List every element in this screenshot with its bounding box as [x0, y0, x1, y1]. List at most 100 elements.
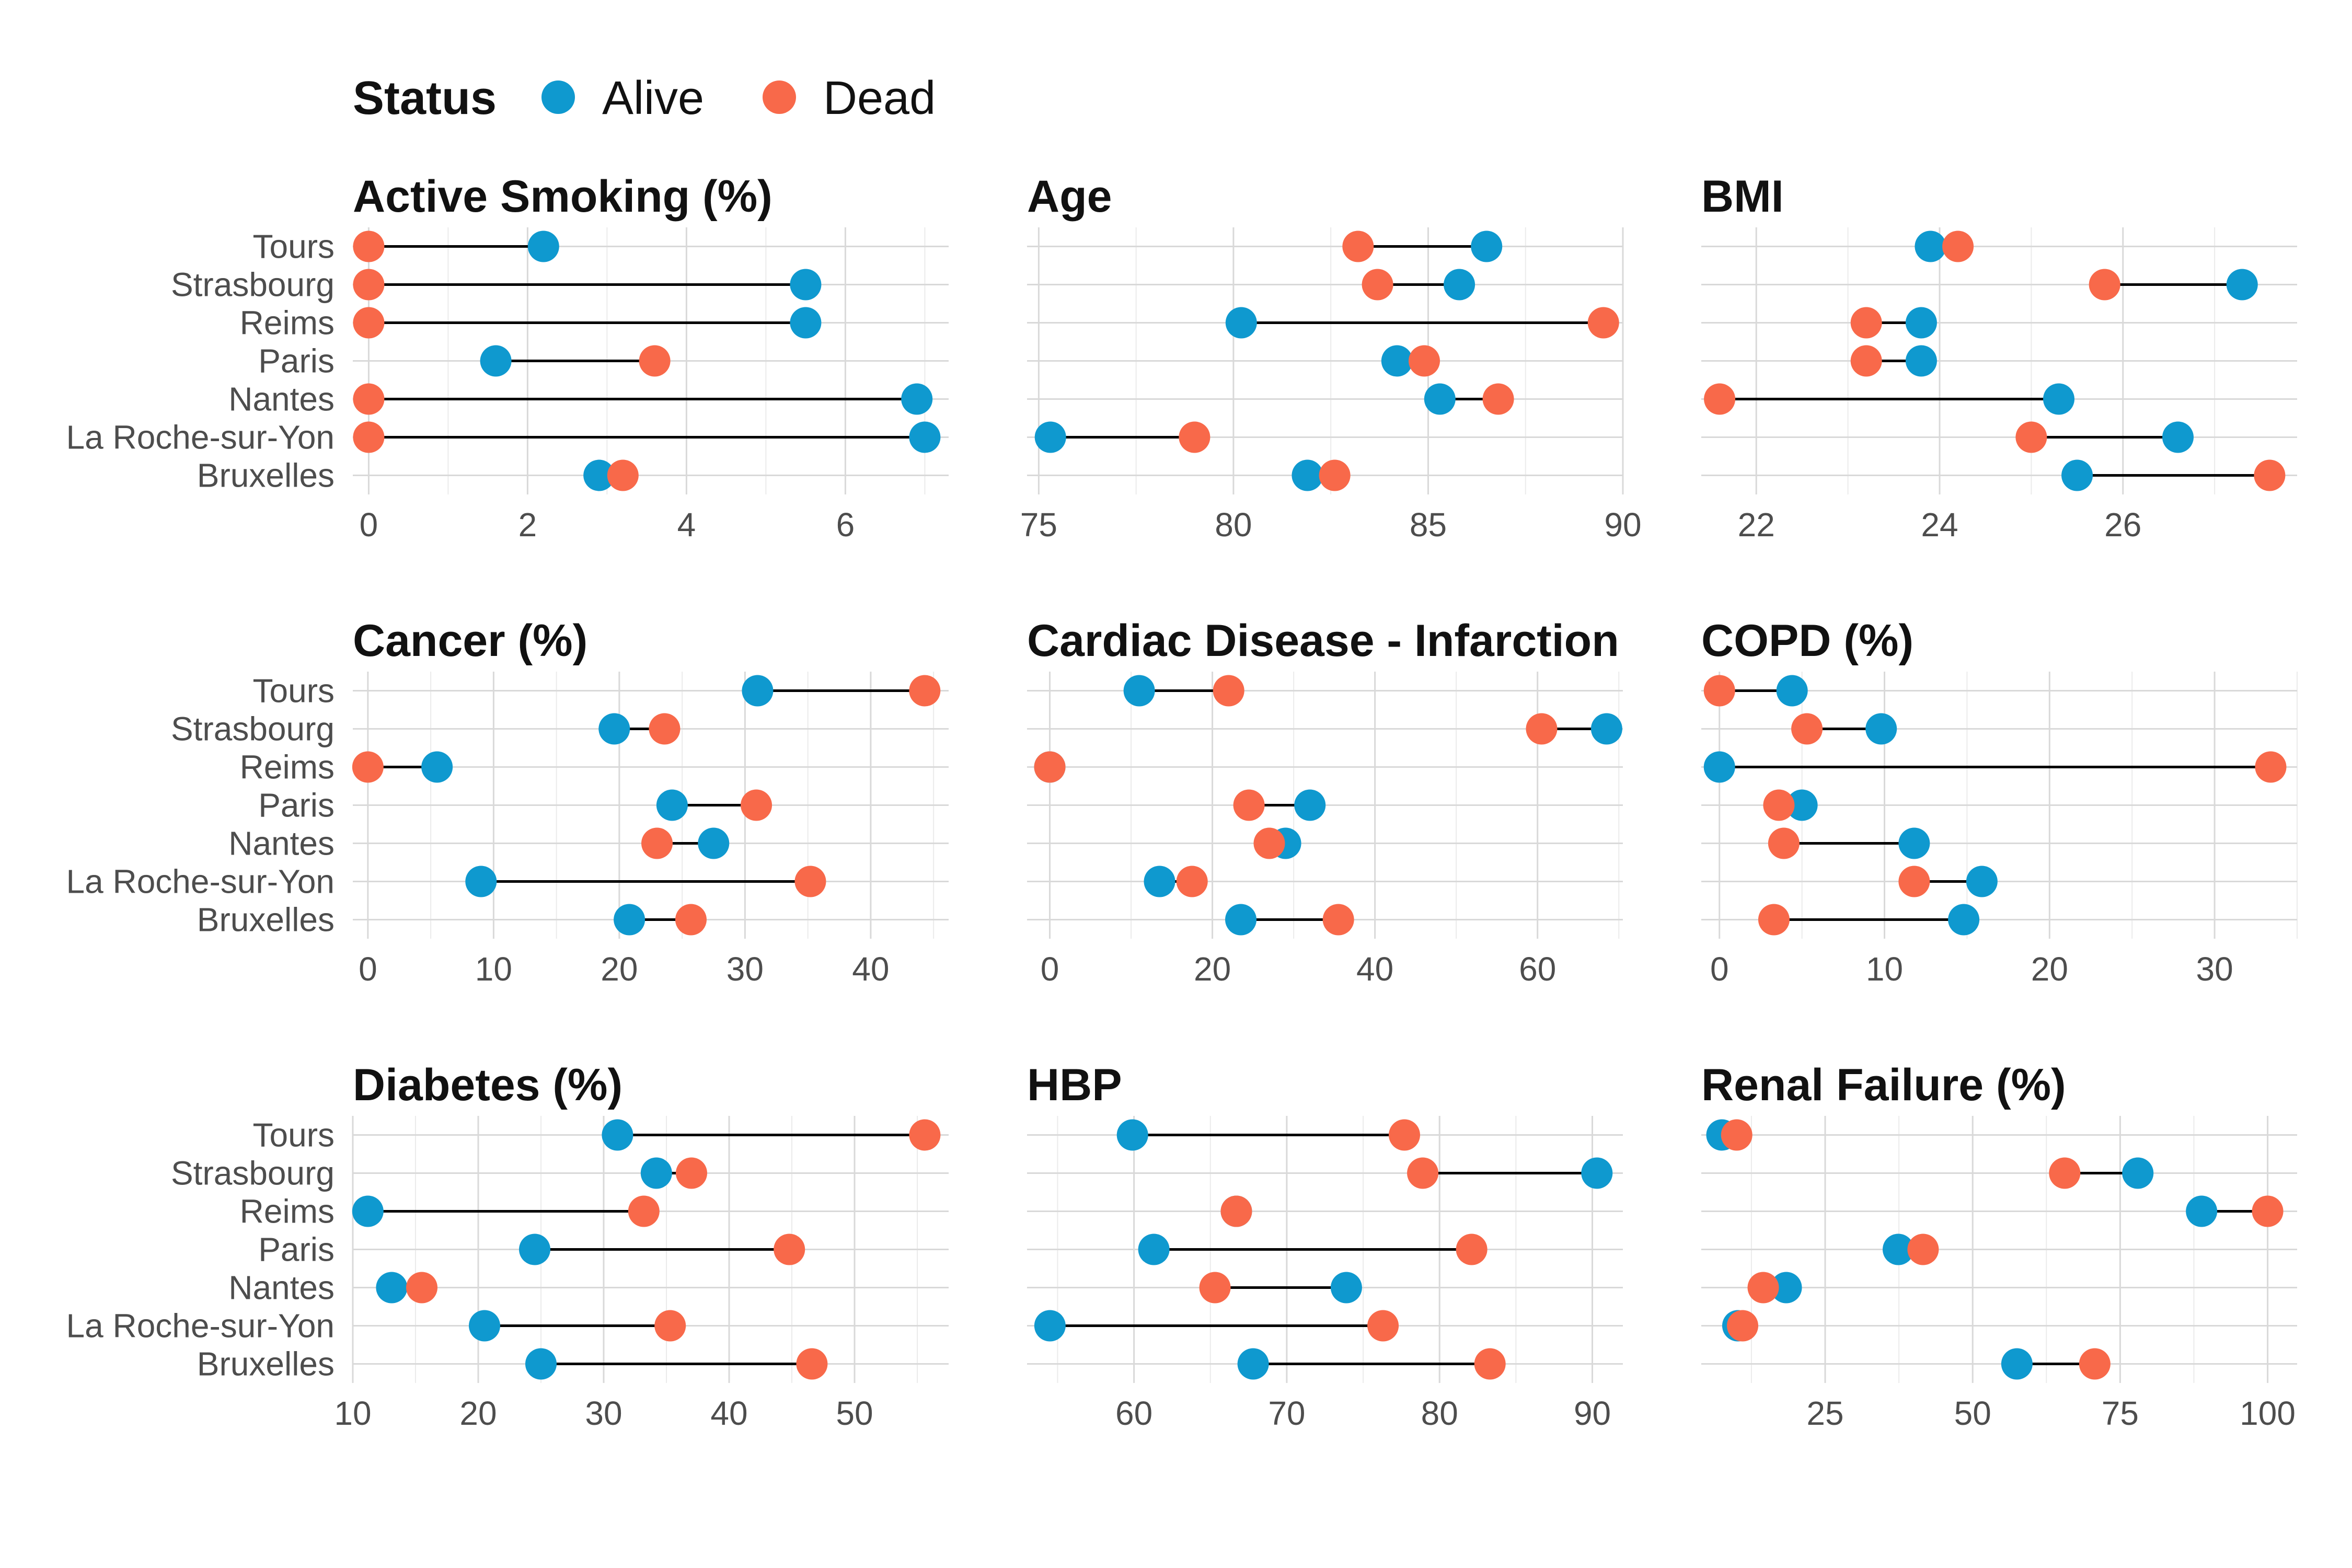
- category-label: Tours: [253, 1116, 335, 1154]
- dead-point: [1704, 383, 1736, 415]
- dead-point: [1199, 1272, 1231, 1304]
- x-tick-label: 20: [1194, 950, 1231, 988]
- dead-point: [1850, 307, 1882, 339]
- alive-point: [1034, 421, 1066, 453]
- x-tick-label: 6: [836, 506, 855, 544]
- category-label: Paris: [258, 1231, 335, 1269]
- category-label: Nantes: [228, 825, 335, 862]
- x-tick-label: 10: [475, 950, 512, 988]
- category-label: La Roche-sur-Yon: [66, 1307, 335, 1345]
- alive-point: [1786, 789, 1818, 821]
- alive-point: [1294, 789, 1326, 821]
- panel-title: Renal Failure (%): [1701, 1060, 2066, 1110]
- alive-point: [527, 230, 559, 262]
- dead-point: [2252, 1195, 2284, 1227]
- alive-point: [480, 345, 512, 377]
- alive-point: [909, 421, 941, 453]
- dead-point: [352, 751, 384, 783]
- dead-point: [675, 904, 707, 936]
- alive-point: [1034, 1310, 1066, 1342]
- category-label: Strasbourg: [171, 266, 335, 304]
- alive-point: [2043, 383, 2074, 415]
- dead-point: [1727, 1310, 1759, 1342]
- alive-point: [1225, 904, 1257, 936]
- dead-point: [1342, 230, 1374, 262]
- x-tick-label: 75: [2102, 1394, 2139, 1432]
- dead-point: [654, 1310, 686, 1342]
- alive-point: [1905, 345, 1937, 377]
- dead-point: [1587, 307, 1619, 339]
- alive-point: [421, 751, 453, 783]
- dead-point: [1474, 1348, 1506, 1380]
- alive-point: [602, 1119, 633, 1151]
- category-label: Paris: [258, 342, 335, 380]
- dead-point: [1367, 1310, 1399, 1342]
- alive-point: [1703, 751, 1735, 783]
- dead-point: [353, 269, 385, 301]
- dead-point: [353, 421, 385, 453]
- legend: Status Alive Dead: [353, 72, 936, 124]
- legend-title: Status: [353, 72, 497, 124]
- alive-point: [1444, 269, 1475, 301]
- category-label: Bruxelles: [197, 1345, 335, 1383]
- dead-point: [2089, 269, 2120, 301]
- panel-3: Cancer (%) 0 10 20 30 40 ToursStrasbourgReimsP…: [66, 616, 949, 988]
- dead-point: [1179, 421, 1210, 453]
- dead-point: [406, 1272, 437, 1304]
- dead-point: [607, 459, 639, 491]
- x-tick-label: 80: [1215, 506, 1252, 544]
- category-label: Strasbourg: [171, 1155, 335, 1192]
- alive-point: [469, 1310, 500, 1342]
- category-label: Paris: [258, 787, 335, 824]
- dead-point: [1233, 789, 1265, 821]
- alive-point: [2186, 1195, 2218, 1227]
- dead-point: [628, 1195, 660, 1227]
- x-tick-label: 40: [710, 1394, 747, 1432]
- alive-point: [1882, 1233, 1914, 1265]
- alive-point: [525, 1348, 557, 1380]
- dead-point: [1176, 866, 1208, 897]
- dead-point: [649, 713, 681, 745]
- dead-point: [1362, 269, 1393, 301]
- x-tick-label: 90: [1574, 1394, 1611, 1432]
- alive-point: [1770, 1272, 1802, 1304]
- alive-point: [1424, 383, 1456, 415]
- alive-point: [583, 459, 615, 491]
- category-label: Nantes: [228, 1269, 335, 1307]
- x-tick-label: 30: [2196, 950, 2233, 988]
- x-tick-label: 20: [459, 1394, 497, 1432]
- dead-point: [1213, 675, 1244, 707]
- dead-point: [353, 383, 385, 415]
- x-tick-label: 25: [1806, 1394, 1843, 1432]
- dead-point: [774, 1233, 805, 1265]
- facet-panels: Active Smoking (%)0 2 4 6ToursStrasbourgRei…: [66, 171, 2298, 1432]
- panel-title: BMI: [1701, 171, 1784, 222]
- x-tick-label: 40: [852, 950, 889, 988]
- x-tick-label: 60: [1115, 1394, 1152, 1432]
- x-tick-label: 30: [585, 1394, 622, 1432]
- panel-6: Diabetes (%) 10 20 30 40 50 ToursStrasbourgRei…: [66, 1060, 949, 1432]
- alive-point: [1237, 1348, 1269, 1380]
- dead-point: [794, 866, 826, 897]
- x-tick-label: 10: [1866, 950, 1903, 988]
- dead-point: [1747, 1272, 1779, 1304]
- x-tick-label: 0: [1041, 950, 1059, 988]
- panel-title: Age: [1027, 171, 1112, 222]
- panel-1: Age 75 80 85 90: [1020, 171, 1642, 544]
- panel-8: Renal Failure (%) 25 50 75 100: [1701, 1060, 2297, 1432]
- alive-point: [2001, 1348, 2033, 1380]
- dead-point: [2079, 1348, 2111, 1380]
- panel-title: Active Smoking (%): [353, 171, 773, 222]
- alive-point: [1865, 713, 1897, 745]
- alive-point: [1381, 345, 1413, 377]
- alive-point: [2122, 1157, 2154, 1189]
- alive-point: [1292, 459, 1323, 491]
- alive-point: [1116, 1119, 1148, 1151]
- dead-point: [909, 1119, 941, 1151]
- dead-point: [1322, 904, 1354, 936]
- x-tick-label: 0: [359, 950, 377, 988]
- panel-7: HBP 60 70 80 90: [1027, 1060, 1623, 1432]
- x-tick-label: 85: [1410, 506, 1447, 544]
- x-tick-label: 24: [1921, 506, 1958, 544]
